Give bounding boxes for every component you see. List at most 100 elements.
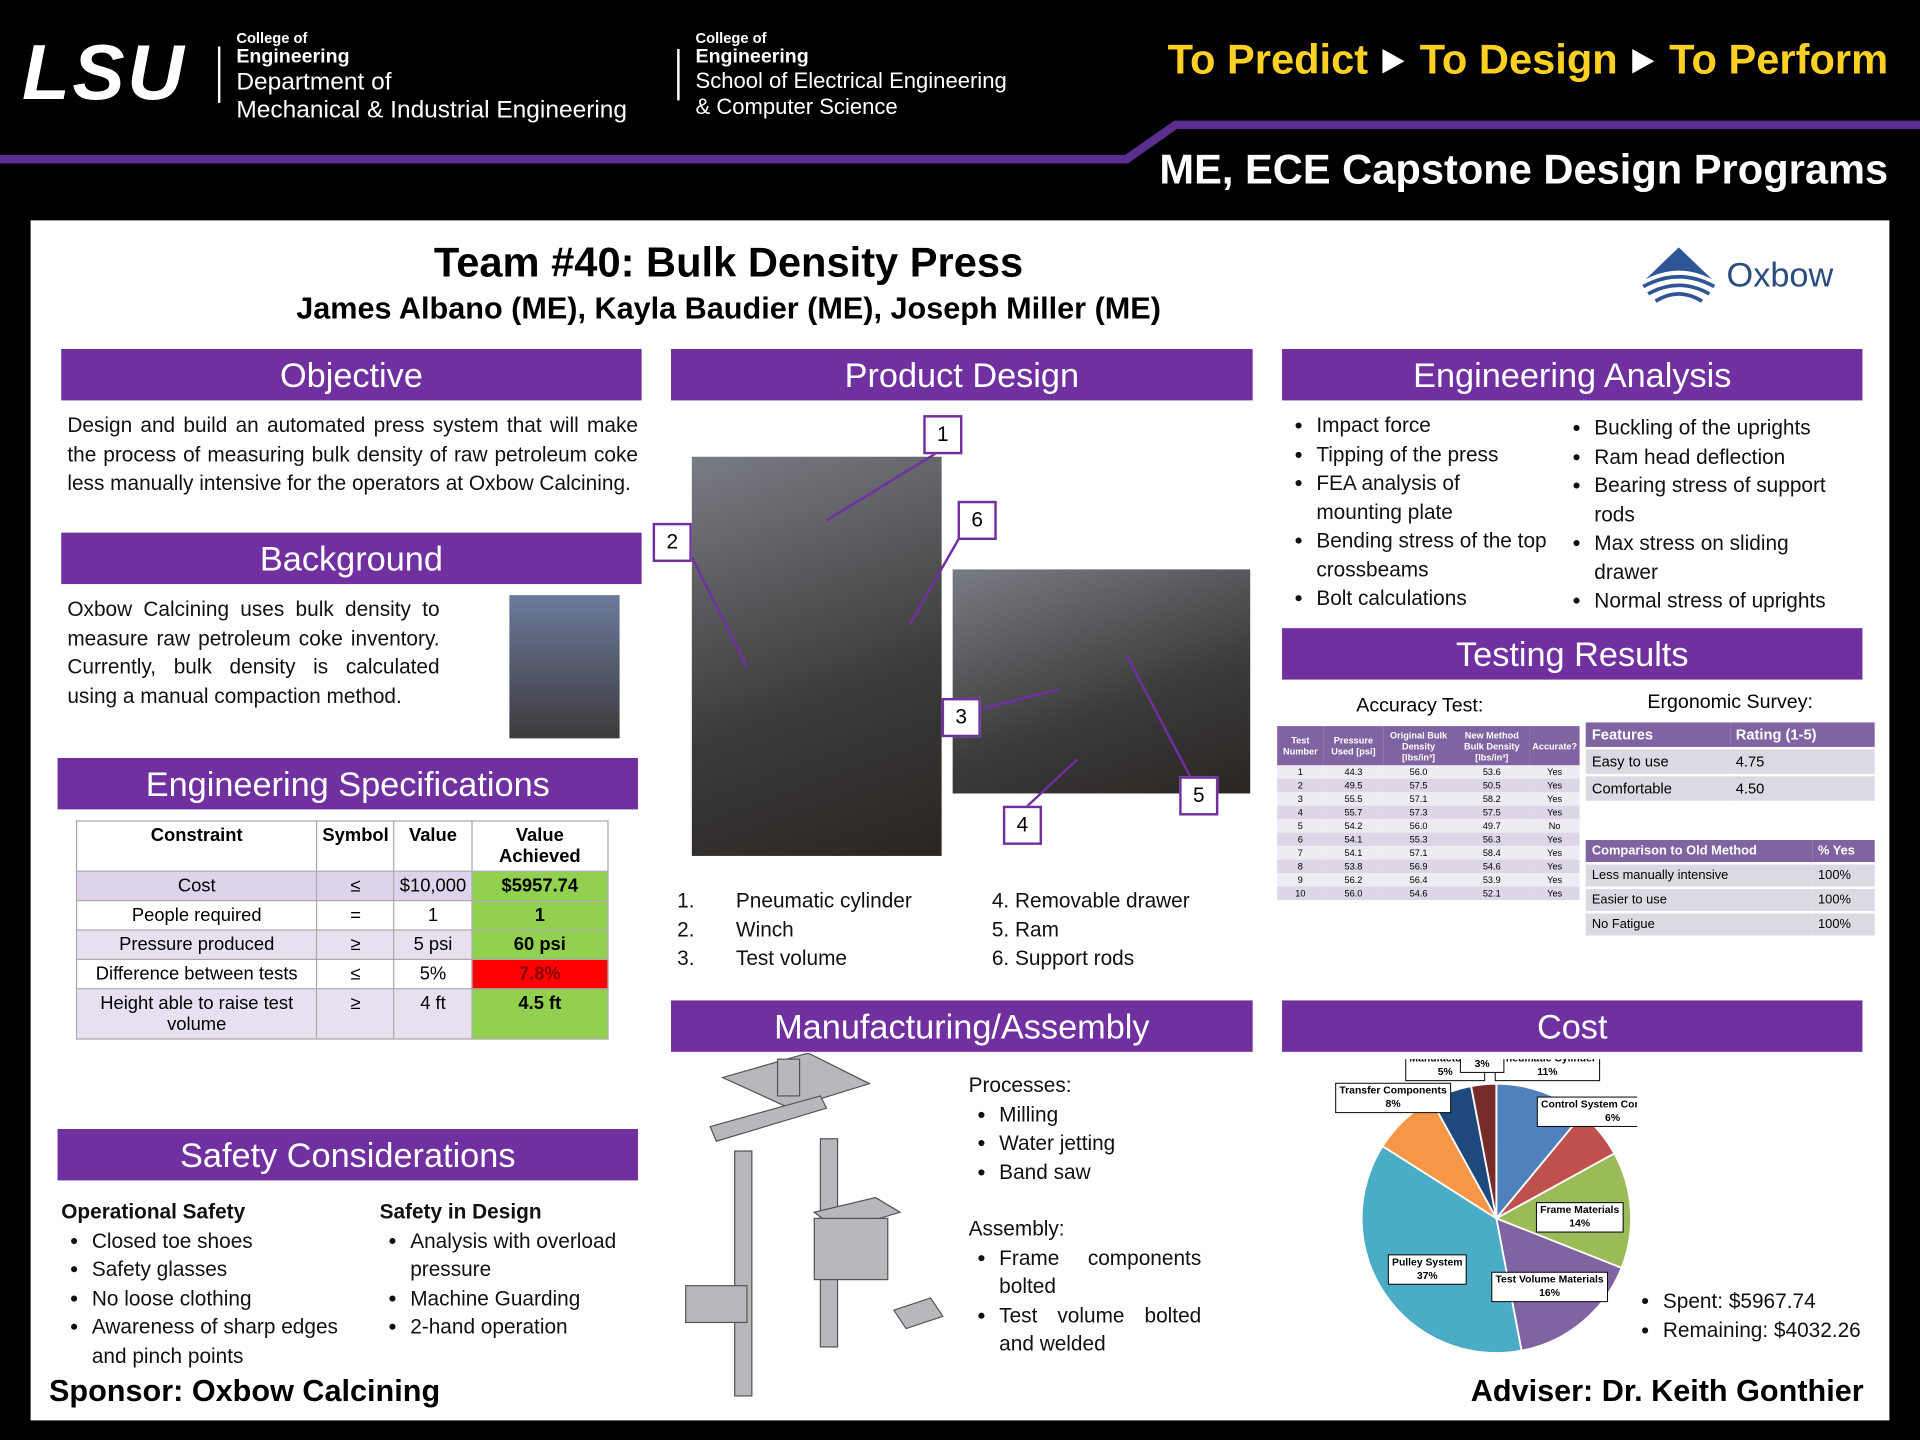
cell: Less manually intensive	[1585, 863, 1812, 889]
cell: 57.5	[1383, 778, 1454, 793]
row: Difference between tests ≤5% 7.8%	[75, 958, 609, 990]
dept: School of Electrical Engineering	[695, 68, 1007, 94]
cell: 58.4	[1453, 846, 1530, 860]
part-number: 3.	[677, 946, 695, 970]
college: College of	[695, 29, 767, 47]
row: 9 56.2 56.4 53.9 Yes	[1277, 873, 1580, 887]
cell: 5%	[393, 958, 473, 990]
callout: 2	[652, 522, 692, 563]
cell: Yes	[1529, 778, 1580, 793]
cell: 100%	[1811, 887, 1875, 914]
cell: 55.3	[1383, 832, 1454, 847]
row: Comfortable 4.50	[1585, 775, 1875, 804]
header-cell: Comparison to Old Method	[1585, 840, 1812, 865]
cell: =	[316, 899, 395, 931]
list-item: Band saw	[999, 1158, 1201, 1187]
cost-pie: Pneumatic Cylinder 11% Control System Comp…	[1335, 1059, 1638, 1354]
cell: 53.8	[1323, 859, 1384, 874]
list: Closed toe shoesSafety glassesNo loose c…	[61, 1226, 367, 1370]
row: Cost ≤ $10,000 $5957.74	[75, 870, 609, 902]
pie-label: Pneumatic Cylinder 11%	[1494, 1059, 1601, 1082]
list-item: Test volume bolted and welded	[999, 1301, 1201, 1359]
slice-name: Test Volume Materials	[1495, 1275, 1603, 1286]
divider	[677, 48, 680, 101]
header-row: Features Rating (1-5)	[1585, 722, 1875, 750]
label-box	[1459, 1059, 1505, 1073]
header-cell: % Yes	[1811, 840, 1875, 865]
slice-value: 16%	[1539, 1288, 1560, 1299]
cell: 53.6	[1453, 765, 1530, 779]
cell: Yes	[1529, 846, 1580, 860]
cell: Cost	[75, 870, 318, 902]
part-label: Test volume	[735, 946, 847, 970]
accuracy-table: Test Number Pressure Used [psi] Original B…	[1277, 726, 1580, 900]
pie-label: Control System Components 6%	[1536, 1096, 1638, 1127]
cost-summary: Spent: $5967.74 Remaining: $4032.26	[1632, 1287, 1877, 1345]
cell: Comfortable	[1585, 775, 1730, 804]
cell: 52.1	[1453, 886, 1530, 900]
sponsor-logo: Oxbow	[1638, 245, 1833, 306]
pie-slice	[1360, 1144, 1523, 1354]
cell: 56.0	[1383, 819, 1454, 833]
part-label: Pneumatic cylinder	[735, 888, 912, 913]
list-item: Frame components bolted	[999, 1243, 1201, 1301]
cell: 100%	[1811, 912, 1875, 938]
section-heading: Engineering Analysis	[1282, 348, 1863, 401]
slice-value: 14%	[1569, 1219, 1590, 1230]
header-cell: Original Bulk Density [lbs/in³]	[1383, 726, 1454, 766]
list-item: No loose clothing	[92, 1284, 368, 1313]
part-number: 2.	[677, 917, 695, 942]
photo	[952, 569, 1251, 794]
section-heading: Engineering Specifications	[57, 757, 638, 810]
header-stripe	[0, 120, 1920, 164]
photo	[509, 595, 620, 739]
cell: 9	[1277, 873, 1324, 887]
cell: ≤	[316, 958, 395, 990]
pie-label: Transfer Components 8%	[1335, 1082, 1452, 1114]
slice-value: 6%	[1605, 1113, 1620, 1124]
row: 1 44.3 56.0 53.6 Yes	[1277, 765, 1580, 779]
cell: Yes	[1529, 805, 1580, 820]
tagline: To Predict To Design To Perform	[1168, 37, 1888, 85]
row: Easy to use 4.75	[1585, 748, 1875, 777]
cell: 57.3	[1383, 805, 1454, 820]
section-heading: Product Design	[671, 348, 1253, 401]
section-heading: Safety Considerations	[57, 1128, 638, 1181]
pie-slice	[1470, 1082, 1498, 1219]
list-item: FEA analysis of mounting plate	[1316, 469, 1549, 527]
cell: ≥	[316, 988, 395, 1040]
list-item: Machine Guarding	[410, 1284, 637, 1313]
cell: Easier to use	[1585, 887, 1812, 914]
part-number: 1.	[677, 888, 695, 913]
list-title: Processes:	[968, 1073, 1072, 1098]
table-title: Ergonomic Survey:	[1647, 691, 1813, 713]
unit-1: College of Engineering Department of Mec…	[236, 29, 627, 125]
cell: ≥	[316, 929, 395, 961]
header-cell: Constraint	[75, 820, 318, 872]
row: People required = 1 1	[75, 899, 609, 931]
cell: Yes	[1529, 792, 1580, 806]
objective-text: Design and build an automated press syst…	[67, 413, 638, 495]
dept: Department of	[236, 68, 392, 96]
list: Buckling of the uprightsRam head deflect…	[1564, 414, 1858, 615]
label-box	[1335, 1082, 1452, 1114]
list-item: Max stress on sliding drawer	[1594, 529, 1857, 587]
unit-2: College of Engineering School of Electri…	[696, 29, 1007, 120]
part-label: Winch	[735, 917, 794, 942]
callout-lines	[690, 449, 1195, 812]
cell: 10	[1277, 886, 1324, 900]
logo-mark	[1642, 247, 1716, 303]
callout: 3	[941, 697, 981, 738]
list-item: Milling	[999, 1100, 1201, 1129]
cell: $5957.74	[471, 870, 609, 902]
analysis-left: Impact forceTipping of the pressFEA anal…	[1286, 411, 1549, 612]
list-item: Analysis with overload pressure	[410, 1226, 637, 1284]
pie-label: Frame Materials 14%	[1535, 1202, 1624, 1233]
row: 8 53.8 56.9 54.6 Yes	[1277, 859, 1580, 874]
cell: No	[1529, 819, 1580, 833]
row: No Fatigue 100%	[1585, 912, 1875, 938]
cell: 50.5	[1453, 778, 1530, 793]
row: 4 55.7 57.3 57.5 Yes	[1277, 805, 1580, 820]
cell: 49.5	[1323, 778, 1384, 793]
